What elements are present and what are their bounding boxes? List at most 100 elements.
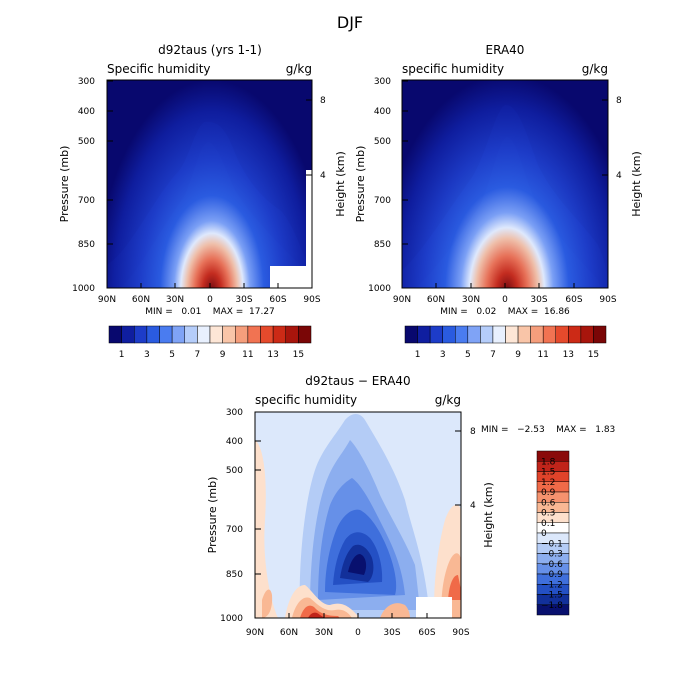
y-tick: 1000 [72,284,95,294]
colorbar-swatch [247,325,261,344]
panel-difference-subtitle: specific humidity [255,393,357,407]
y2-tick: 8 [470,427,476,437]
colorbar-swatch [235,325,249,344]
panel-model-stats: MIN = 0.01 MAX = 17.27 [145,307,275,317]
y-tick: 850 [374,240,391,250]
panel-model-y-ticks: 300 400 500 700 850 1000 [72,77,312,294]
x-tick: 60N [280,628,298,638]
colorbar-label: 0.9 [541,488,556,498]
colorbar-label: 3 [144,350,150,360]
colorbar-swatch [285,325,299,344]
colorbar-label: −1.8 [541,601,563,611]
colorbar-label: 7 [490,350,496,360]
y-tick: 700 [374,196,391,206]
x-tick: 30S [530,295,547,305]
x-tick: 60S [418,628,435,638]
x-tick: 30N [166,295,184,305]
colorbar-swatch [455,325,469,344]
colorbar-swatch [260,325,274,344]
panel-era40-subtitle: specific humidity [402,62,504,76]
y-tick: 700 [78,196,95,206]
panel-model-y2label: Height (km) [334,151,347,217]
colorbar-swatch [108,325,122,344]
colorbar-swatch [134,325,148,344]
colorbar-swatch [593,325,607,344]
panel-difference-x-ticks: 90N 60N 30N 0 30S 60S 90S [246,613,470,638]
y-tick: 300 [226,408,243,418]
colorbar-label: 15 [588,350,599,360]
colorbar-swatch [429,325,443,344]
colorbar-label: −1.2 [541,580,563,590]
colorbar-label: 7 [195,350,201,360]
panel-difference-colorbar: 1.81.51.20.90.60.30.10−0.1−0.3−0.6−0.9−1… [536,450,570,616]
colorbar-swatch [442,325,456,344]
colorbar-swatch [159,325,173,344]
colorbar-label: 0.3 [541,509,555,519]
panel-model: d92taus (yrs 1-1) Specific humidity g/kg… [58,43,347,360]
panel-difference-y-ticks: 300 400 500 700 850 1000 [220,408,461,624]
panel-model-units: g/kg [286,62,312,76]
colorbar-label: 0.6 [541,498,556,508]
colorbar-swatch [580,325,594,344]
colorbar-swatch [467,325,481,344]
colorbar-swatch [272,325,286,344]
colorbar-swatch [555,325,569,344]
colorbar-swatch [568,325,582,344]
y-tick: 300 [78,77,95,87]
panel-era40-field [402,80,608,288]
colorbar-swatch [197,325,211,344]
y-tick: 400 [226,437,243,447]
panel-model-ylabel: Pressure (mb) [58,146,71,223]
x-tick: 30N [315,628,333,638]
colorbar-label: 5 [169,350,175,360]
colorbar-swatch [492,325,506,344]
panel-era40-ylabel: Pressure (mb) [354,146,367,223]
colorbar-label: 1.5 [541,468,555,478]
y-tick: 400 [78,107,95,117]
colorbar-label: −0.9 [541,570,563,580]
panel-model-title: d92taus (yrs 1-1) [158,43,262,57]
colorbar-label: 9 [220,350,226,360]
y2-tick: 8 [320,96,326,106]
colorbar-swatch [536,604,570,616]
colorbar-swatch [121,325,135,344]
panel-era40-y2label: Height (km) [630,151,643,217]
colorbar-label: 11 [242,350,253,360]
colorbar-label: 13 [267,350,278,360]
y2-tick: 4 [320,171,326,181]
colorbar-label: 0 [541,529,547,539]
colorbar-swatch [542,325,556,344]
y-tick: 500 [78,137,95,147]
x-tick: 30S [383,628,400,638]
colorbar-label: 3 [440,350,446,360]
colorbar-swatch [146,325,160,344]
panel-era40-x-ticks: 90N 60N 30N 0 30S 60S 90S [393,283,617,305]
panel-difference-y2label: Height (km) [482,482,495,548]
panel-model-colorbar: 1 3 5 7 9 11 13 15 [108,325,312,360]
colorbar-label: −0.1 [541,539,563,549]
x-tick: 0 [502,295,508,305]
x-tick: 30S [235,295,252,305]
colorbar-swatch [184,325,198,344]
x-tick: 90N [393,295,411,305]
colorbar-label: −1.5 [541,591,563,601]
colorbar-label: 15 [293,350,304,360]
colorbar-swatch [530,325,544,344]
colorbar-label: 5 [465,350,471,360]
x-tick: 90N [246,628,264,638]
panel-model-y2-ticks: 8 4 [320,96,326,181]
y-tick: 1000 [368,284,391,294]
panel-era40-title: ERA40 [486,43,525,57]
x-tick: 60N [132,295,150,305]
colorbar-label: 13 [563,350,574,360]
x-tick: 90N [98,295,116,305]
y-tick: 700 [226,525,243,535]
x-tick: 60S [269,295,286,305]
colorbar-label: 9 [515,350,521,360]
panel-era40: ERA40 specific humidity g/kg 300 400 500… [354,43,643,360]
panel-difference-stats: MIN = −2.53 MAX = 1.83 [481,425,615,435]
y2-tick: 4 [470,501,476,511]
x-tick: 60N [427,295,445,305]
colorbar-swatch [480,325,494,344]
